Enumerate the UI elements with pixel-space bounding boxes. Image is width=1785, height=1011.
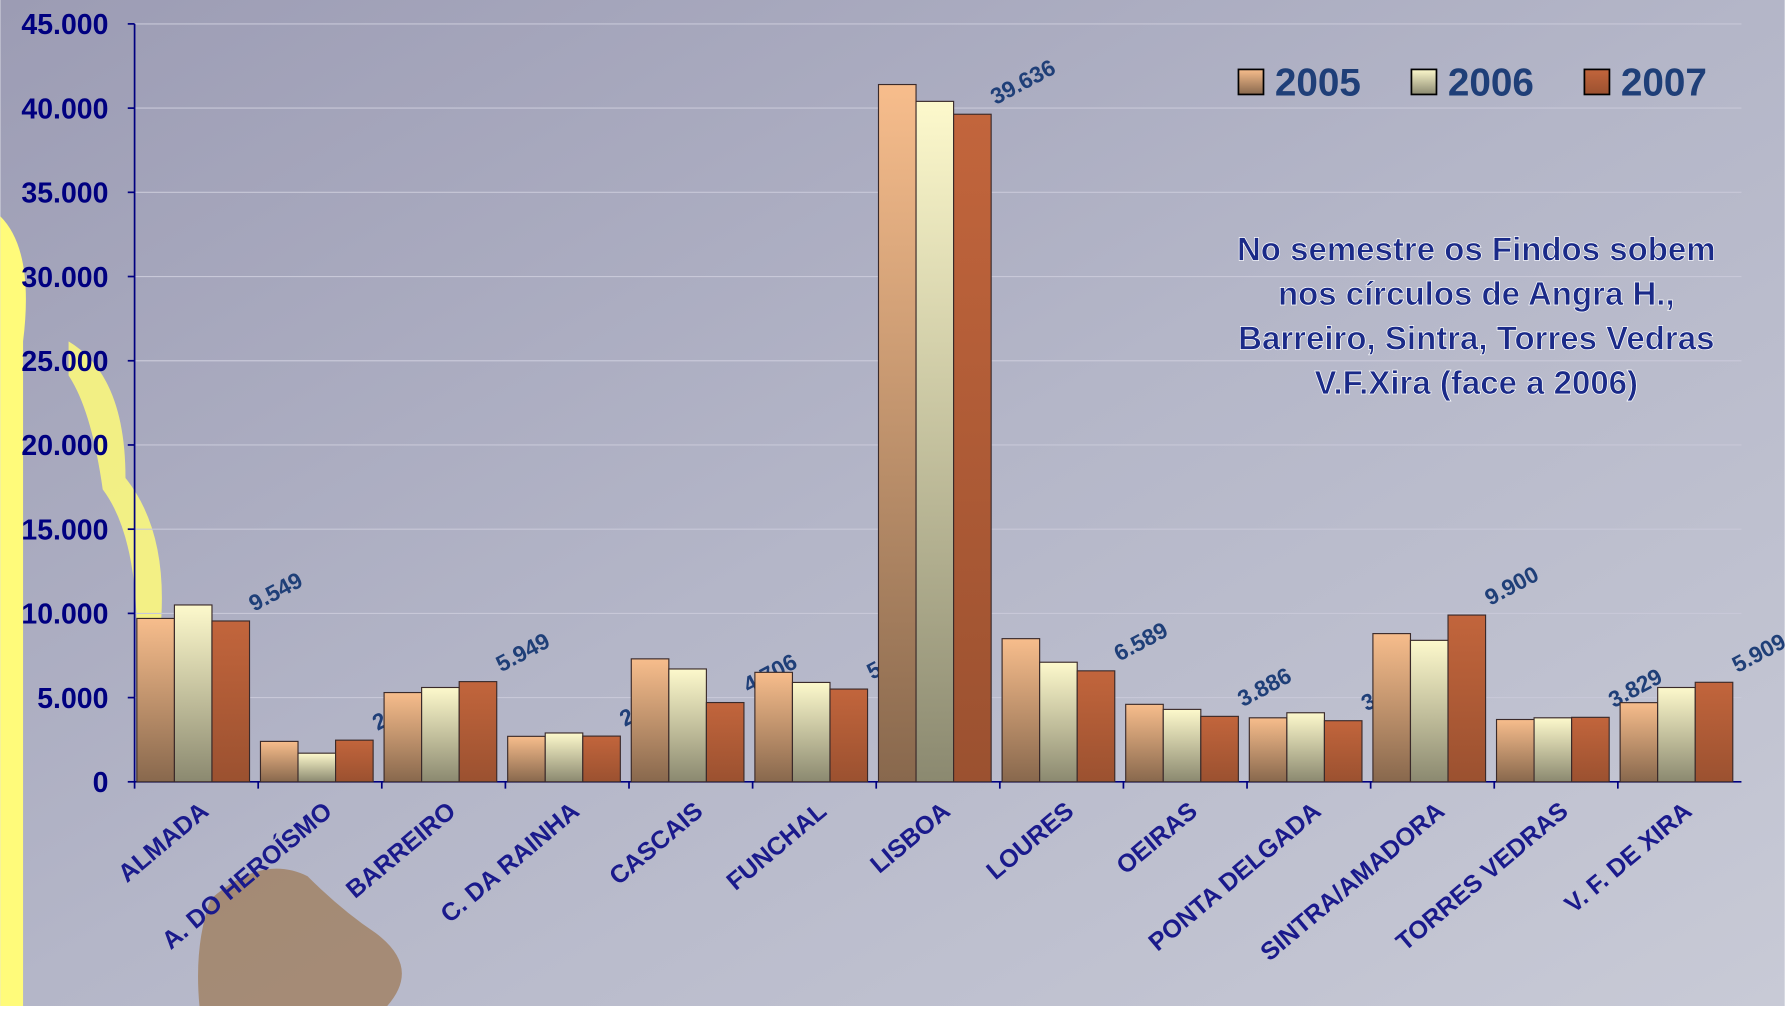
y-tick-label: 45.000 xyxy=(21,9,108,41)
decoration xyxy=(0,216,26,1006)
annotation: No semestre os Findos sobem xyxy=(1237,231,1716,268)
bar xyxy=(1495,718,1535,783)
y-tick-label: 15.000 xyxy=(21,514,108,546)
bar xyxy=(421,686,460,783)
bar xyxy=(259,740,299,783)
bar xyxy=(1657,686,1696,783)
bar xyxy=(507,735,546,783)
legend-label: 2007 xyxy=(1621,62,1707,105)
bar xyxy=(1039,661,1078,783)
map-decoration xyxy=(198,868,402,1006)
y-tick-label: 35.000 xyxy=(21,178,108,210)
bar xyxy=(1447,614,1487,783)
bar xyxy=(915,100,955,783)
bar xyxy=(136,617,175,783)
bar xyxy=(1200,715,1239,783)
y-tick-label: 40.000 xyxy=(21,93,108,125)
bar xyxy=(1571,716,1610,783)
bar xyxy=(668,668,707,783)
bar xyxy=(754,671,794,783)
bar xyxy=(1001,638,1041,783)
y-tick-label: 20.000 xyxy=(21,430,108,462)
bar xyxy=(1694,681,1734,783)
bar xyxy=(829,688,869,783)
annotation: Barreiro, Sintra, Torres Vedras xyxy=(1238,319,1714,356)
bar xyxy=(1076,670,1116,783)
bar xyxy=(383,691,423,783)
y-tick-label: 5.000 xyxy=(37,683,108,715)
bar xyxy=(1248,717,1288,783)
bar xyxy=(1162,708,1202,783)
legend-swatch xyxy=(1583,68,1611,96)
bar xyxy=(953,113,992,783)
bar xyxy=(1533,717,1573,783)
annotation: V.F.Xira (face a 2006) xyxy=(1315,364,1639,401)
bar xyxy=(544,732,584,783)
bar xyxy=(211,620,251,783)
bar xyxy=(1619,702,1659,783)
bar xyxy=(297,752,337,783)
legend-swatch xyxy=(1237,68,1265,96)
bar xyxy=(791,681,831,783)
bar xyxy=(582,735,621,783)
legend-swatch xyxy=(1410,68,1438,96)
bar xyxy=(1372,633,1412,783)
bar xyxy=(1323,720,1363,783)
y-tick-label: 10.000 xyxy=(21,599,108,631)
bar xyxy=(877,83,917,783)
bar xyxy=(1409,639,1449,783)
y-tick-label: 30.000 xyxy=(21,262,108,294)
bar xyxy=(173,604,213,783)
bar xyxy=(458,681,498,783)
legend-label: 2006 xyxy=(1448,62,1534,105)
annotation: nos círculos de Angra H., xyxy=(1278,275,1675,312)
bar xyxy=(1286,712,1325,783)
decoration xyxy=(68,341,162,638)
bar xyxy=(335,739,374,783)
bar xyxy=(630,658,670,783)
bar xyxy=(705,701,745,783)
y-tick-label: 25.000 xyxy=(21,346,108,378)
bar xyxy=(1125,703,1164,783)
y-tick-label: 0 xyxy=(93,767,109,799)
legend-label: 2005 xyxy=(1275,62,1361,105)
